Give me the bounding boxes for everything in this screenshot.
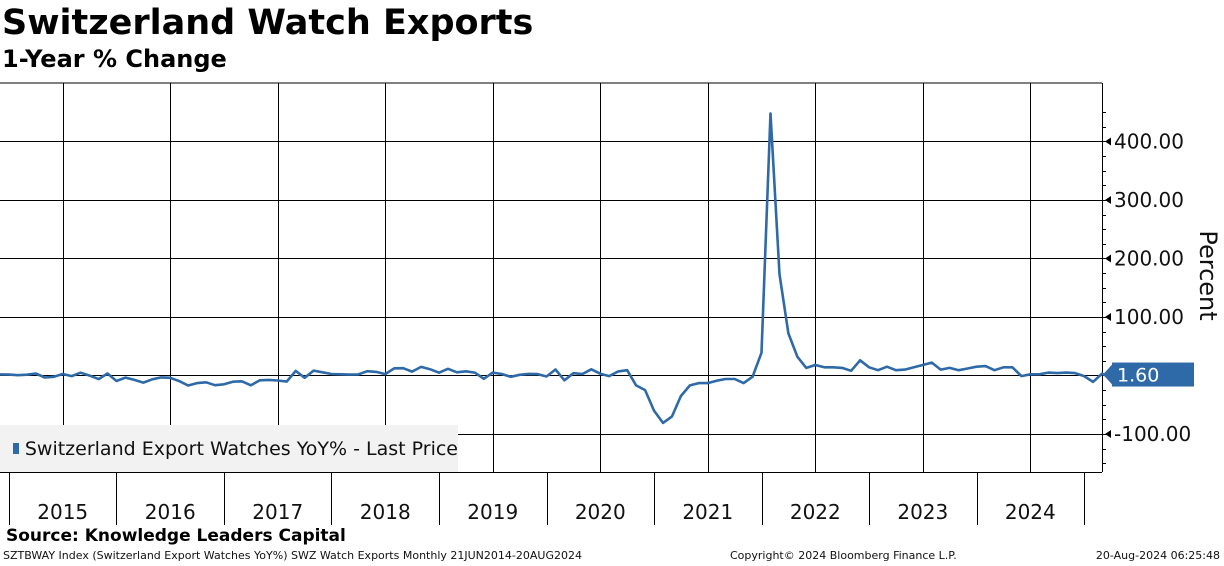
y-tick-arrow [1105, 254, 1111, 263]
y-tick-arrow [1105, 429, 1111, 438]
chart-title: Switzerland Watch Exports [2, 3, 534, 43]
footer-timestamp: 20-Aug-2024 06:25:48 [1095, 549, 1220, 562]
y-axis-title: Percent [1194, 230, 1222, 320]
y-tick-arrow [1105, 137, 1111, 146]
legend: Switzerland Export Watches YoY% - Last P… [0, 425, 458, 472]
x-tick-label: 2017 [252, 500, 303, 524]
x-tick-label: 2023 [897, 500, 948, 524]
x-tick-label: 2021 [682, 500, 733, 524]
last-value-pointer [1103, 362, 1114, 387]
y-tick-arrow [1105, 195, 1111, 204]
last-value-label: 1.60 [1117, 365, 1159, 387]
x-tick-label: 2015 [37, 500, 88, 524]
source-label: Source: Knowledge Leaders Capital [6, 526, 346, 546]
legend-label: Switzerland Export Watches YoY% - Last P… [24, 437, 458, 460]
x-tick-label: 2024 [1005, 500, 1056, 524]
y-tick-label: 100.00 [1114, 305, 1184, 329]
y-tick-label: 400.00 [1114, 129, 1184, 153]
series-line [0, 112, 1130, 425]
x-tick-label: 2018 [360, 500, 411, 524]
y-tick-label: 300.00 [1114, 188, 1184, 212]
legend-swatch [13, 443, 19, 454]
x-tick-label: 2020 [575, 500, 626, 524]
y-tick-label: 200.00 [1114, 246, 1184, 270]
x-tick-label: 2022 [790, 500, 841, 524]
y-tick-arrow [1105, 312, 1111, 321]
y-tick-label: -100.00 [1114, 422, 1191, 446]
footer-copyright: Copyright© 2024 Bloomberg Finance L.P. [730, 549, 957, 562]
chart-subtitle: 1-Year % Change [2, 45, 227, 73]
x-tick-label: 2019 [467, 500, 518, 524]
x-tick-label: 2016 [145, 500, 196, 524]
last-value-box [1112, 362, 1194, 387]
footer-index-description: SZTBWAY Index (Switzerland Export Watche… [3, 549, 582, 562]
